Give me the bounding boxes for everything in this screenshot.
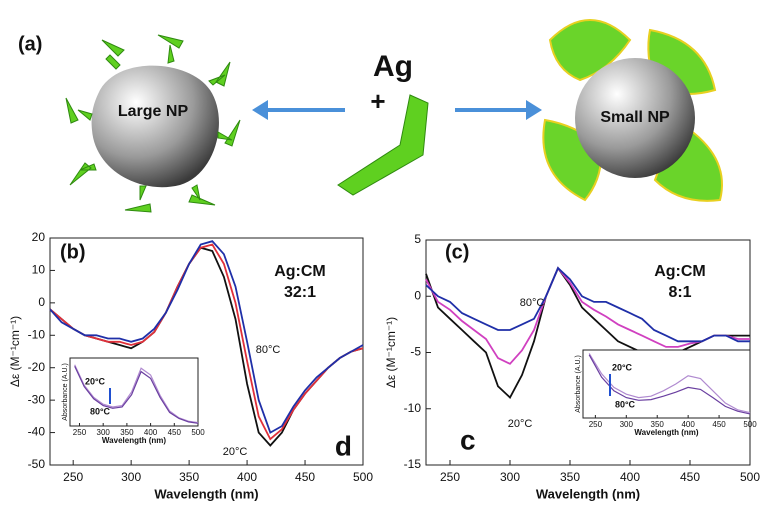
x-axis-label: Wavelength (nm) bbox=[102, 436, 166, 445]
x-tick-label: 500 bbox=[353, 470, 373, 484]
x-tick-label: 250 bbox=[440, 470, 460, 484]
np-label: Small NP bbox=[600, 109, 670, 126]
panel-label: (b) bbox=[60, 241, 86, 263]
y-tick-label: -30 bbox=[28, 392, 46, 406]
series-line bbox=[49, 240, 364, 434]
y-axis-label: Absorbance (A.U.) bbox=[62, 363, 69, 421]
inset-frame bbox=[69, 357, 199, 427]
x-axis-label: Wavelength (nm) bbox=[154, 486, 258, 501]
series-line bbox=[49, 243, 364, 441]
x-tick-label: 250 bbox=[73, 428, 87, 437]
y-tick-label: -5 bbox=[410, 345, 421, 359]
y-tick-label: -20 bbox=[28, 360, 46, 374]
inset-label: 80°C bbox=[615, 399, 636, 409]
temp-label: 20°C bbox=[508, 418, 533, 430]
x-tick-label: 400 bbox=[144, 428, 158, 437]
x-tick-label: 350 bbox=[179, 470, 199, 484]
temp-label: 20°C bbox=[223, 446, 248, 458]
np-label: Large NP bbox=[118, 103, 189, 120]
corner-letter: c bbox=[460, 424, 476, 455]
temp-label: 80°C bbox=[256, 344, 281, 356]
x-tick-label: 300 bbox=[620, 420, 634, 429]
series-line bbox=[588, 353, 751, 414]
x-axis-label: Wavelength (nm) bbox=[634, 428, 698, 437]
y-tick-label: 10 bbox=[32, 263, 46, 277]
x-axis-label: Wavelength (nm) bbox=[536, 486, 640, 501]
series-line bbox=[588, 354, 751, 415]
small-np bbox=[542, 19, 723, 202]
y-tick-label: -15 bbox=[404, 457, 422, 471]
x-tick-label: 400 bbox=[620, 470, 640, 484]
ratio-label: Ag:CM bbox=[274, 263, 326, 280]
inset-label: 20°C bbox=[612, 362, 633, 372]
x-tick-label: 500 bbox=[743, 420, 757, 429]
x-tick-label: 300 bbox=[121, 470, 141, 484]
arrow-head bbox=[252, 100, 268, 120]
large-np bbox=[65, 34, 241, 213]
x-tick-label: 300 bbox=[500, 470, 520, 484]
panel-label: (a) bbox=[18, 33, 42, 55]
inset-label: 80°C bbox=[90, 406, 111, 416]
temp-label: 80°C bbox=[520, 297, 545, 309]
panel-label: (c) bbox=[445, 241, 469, 263]
series-line bbox=[425, 266, 750, 365]
x-tick-label: 450 bbox=[295, 470, 315, 484]
y-tick-label: 5 bbox=[414, 232, 421, 246]
y-tick-label: 20 bbox=[32, 230, 46, 244]
x-tick-label: 400 bbox=[237, 470, 257, 484]
series-line bbox=[425, 266, 750, 343]
x-tick-label: 250 bbox=[589, 420, 603, 429]
corner-letter: d bbox=[335, 430, 352, 461]
ag-label: Ag bbox=[373, 50, 413, 83]
x-tick-label: 350 bbox=[651, 420, 665, 429]
x-tick-label: 450 bbox=[712, 420, 726, 429]
ligand bbox=[337, 94, 429, 196]
y-tick-label: -10 bbox=[404, 401, 422, 415]
y-axis-label: Δε (M⁻¹cm⁻¹) bbox=[8, 316, 22, 387]
x-tick-label: 500 bbox=[191, 428, 205, 437]
x-tick-label: 500 bbox=[740, 470, 760, 484]
x-tick-label: 300 bbox=[97, 428, 111, 437]
plus: + bbox=[370, 86, 385, 116]
y-tick-label: 0 bbox=[414, 288, 421, 302]
x-tick-label: 250 bbox=[63, 470, 83, 484]
inset-label: 20°C bbox=[85, 376, 106, 386]
x-tick-label: 450 bbox=[680, 470, 700, 484]
y-tick-label: -40 bbox=[28, 425, 46, 439]
x-tick-label: 350 bbox=[560, 470, 580, 484]
ratio: 8:1 bbox=[668, 284, 691, 301]
ratio: 32:1 bbox=[284, 284, 316, 301]
y-tick-label: -10 bbox=[28, 327, 46, 341]
y-axis-label: Absorbance (A.U.) bbox=[575, 355, 582, 413]
series-line bbox=[74, 364, 199, 424]
plot-frame bbox=[49, 237, 364, 466]
x-tick-label: 450 bbox=[168, 428, 182, 437]
x-tick-label: 350 bbox=[120, 428, 134, 437]
y-tick-label: -50 bbox=[28, 457, 46, 471]
series-line bbox=[425, 266, 750, 399]
series-line bbox=[74, 365, 199, 424]
y-axis-label: Δε (M⁻¹cm⁻¹) bbox=[384, 317, 398, 388]
y-tick-label: 0 bbox=[38, 295, 45, 309]
x-tick-label: 400 bbox=[681, 420, 695, 429]
ratio-label: Ag:CM bbox=[654, 263, 706, 280]
arrow-head bbox=[526, 100, 542, 120]
